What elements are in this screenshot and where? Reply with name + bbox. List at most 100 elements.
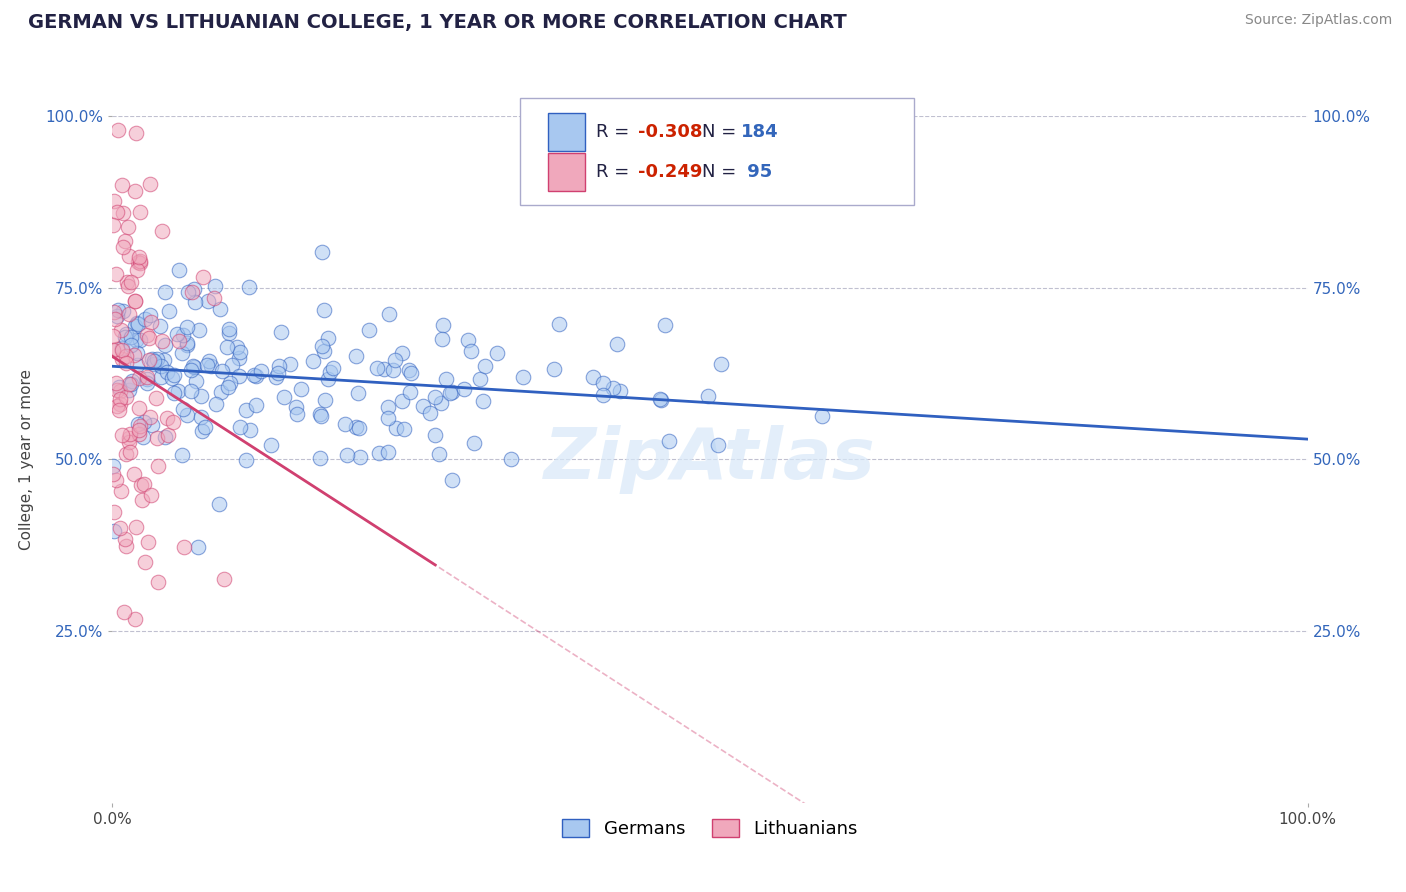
Point xyxy=(156,365,179,379)
Point xyxy=(107,122,129,136)
Point xyxy=(384,353,406,368)
Point xyxy=(155,285,177,299)
Point xyxy=(344,420,367,434)
Point xyxy=(120,276,142,290)
Point xyxy=(105,376,128,390)
Point xyxy=(117,275,139,289)
Point xyxy=(118,444,141,458)
Point xyxy=(193,270,215,285)
Point xyxy=(654,318,676,332)
Point xyxy=(105,383,128,397)
Point xyxy=(131,492,153,507)
Point xyxy=(592,376,614,391)
Point xyxy=(710,357,733,371)
Point xyxy=(138,409,160,424)
Point xyxy=(285,407,308,421)
Point xyxy=(111,206,134,220)
Point xyxy=(118,377,141,392)
Point xyxy=(114,448,136,462)
Point xyxy=(128,424,150,438)
Point xyxy=(184,374,207,388)
Point xyxy=(148,318,170,333)
Point xyxy=(221,359,243,373)
Point xyxy=(441,384,464,399)
Point xyxy=(132,415,155,429)
Point xyxy=(105,473,128,487)
Point xyxy=(367,446,389,460)
Point xyxy=(125,359,148,373)
Point xyxy=(118,435,141,450)
Point xyxy=(136,535,159,549)
Point xyxy=(316,372,339,386)
Point xyxy=(173,540,195,554)
Point xyxy=(183,295,205,310)
Point xyxy=(176,338,198,352)
Point xyxy=(235,452,257,467)
Point xyxy=(152,334,174,349)
Point xyxy=(548,318,571,332)
Point xyxy=(501,452,523,467)
Point xyxy=(419,405,441,419)
Point xyxy=(194,420,217,434)
Point xyxy=(138,331,160,345)
Point xyxy=(225,340,247,354)
Point xyxy=(110,322,132,336)
Point xyxy=(229,419,252,434)
Point xyxy=(149,370,172,384)
Point xyxy=(138,353,160,368)
Point xyxy=(190,409,212,424)
Point xyxy=(157,428,180,442)
Point xyxy=(111,341,134,355)
Point xyxy=(111,178,134,193)
Point xyxy=(105,268,128,282)
Point xyxy=(115,326,138,341)
Point xyxy=(191,424,214,438)
Point xyxy=(166,326,188,341)
Point xyxy=(336,448,359,462)
Point xyxy=(172,401,194,416)
Point xyxy=(609,384,631,398)
Point xyxy=(378,307,401,321)
Point xyxy=(319,365,342,379)
Point xyxy=(347,421,370,435)
Point xyxy=(124,185,146,199)
Point xyxy=(121,374,143,388)
Point xyxy=(377,410,399,425)
Point xyxy=(114,532,136,546)
Point xyxy=(366,361,388,376)
Point xyxy=(129,204,152,219)
Point xyxy=(311,409,333,423)
Point xyxy=(217,380,239,394)
Point xyxy=(110,484,132,499)
Point xyxy=(162,416,184,430)
Point xyxy=(238,280,260,294)
Point xyxy=(114,234,136,248)
Point xyxy=(347,386,370,401)
Point xyxy=(311,244,333,259)
Point xyxy=(125,520,148,534)
Point xyxy=(104,311,127,326)
Point xyxy=(145,391,167,405)
Point xyxy=(696,389,718,403)
Point xyxy=(169,334,191,348)
Point xyxy=(166,384,188,398)
Text: GERMAN VS LITHUANIAN COLLEGE, 1 YEAR OR MORE CORRELATION CHART: GERMAN VS LITHUANIAN COLLEGE, 1 YEAR OR … xyxy=(28,13,846,32)
Point xyxy=(128,250,150,264)
Point xyxy=(228,344,250,359)
Point xyxy=(150,224,173,238)
Point xyxy=(153,430,176,444)
Point xyxy=(139,488,162,502)
Point xyxy=(439,386,461,401)
Point xyxy=(172,328,194,343)
Point xyxy=(183,359,205,374)
Point xyxy=(153,338,176,352)
Point xyxy=(245,368,267,383)
Point xyxy=(103,524,125,538)
Point xyxy=(208,301,231,316)
Point xyxy=(373,362,395,376)
Point xyxy=(401,366,423,380)
Point xyxy=(266,370,288,384)
Point xyxy=(314,344,336,359)
Point xyxy=(128,401,150,416)
Point xyxy=(136,328,159,343)
